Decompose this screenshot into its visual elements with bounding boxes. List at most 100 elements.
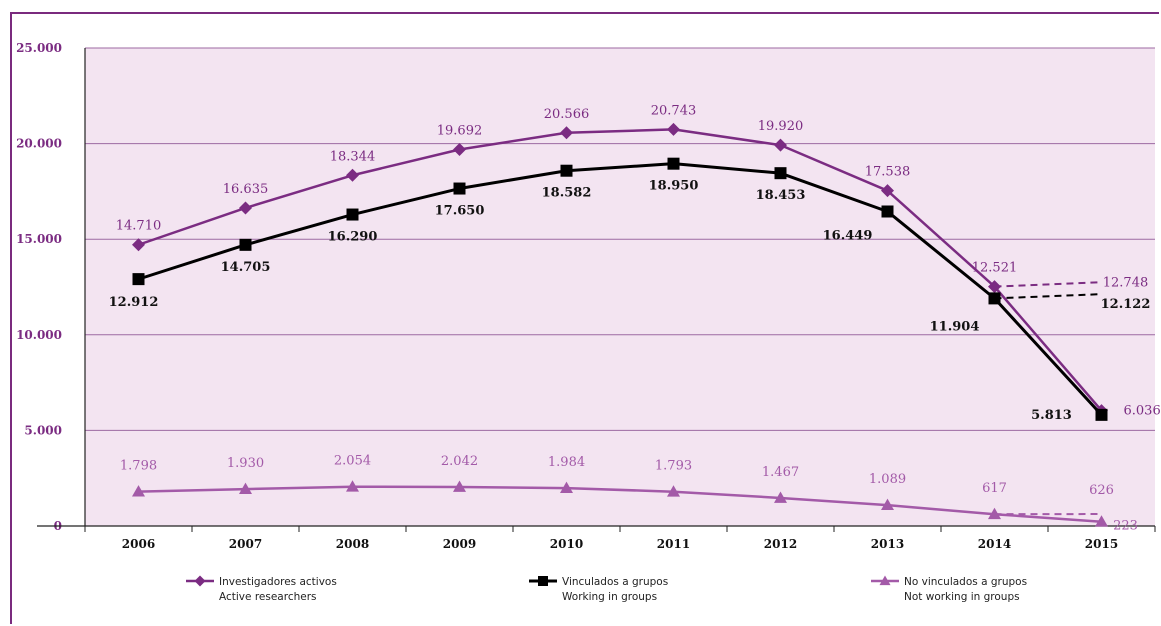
projection-label: 12.122 bbox=[1101, 297, 1151, 312]
series-line bbox=[138, 485, 1102, 523]
data-point-diamond bbox=[239, 201, 252, 215]
x-tick-label: 2014 bbox=[978, 537, 1011, 551]
data-label: 19.920 bbox=[758, 119, 804, 134]
data-label: 2.054 bbox=[334, 454, 371, 469]
legend-label: Investigadores activos bbox=[219, 576, 337, 588]
projection-label: 626 bbox=[1089, 483, 1114, 498]
plot-area bbox=[85, 48, 1155, 526]
data-point-square bbox=[560, 164, 573, 177]
data-label: 1.467 bbox=[762, 465, 799, 480]
y-tick-label: 10.000 bbox=[16, 328, 62, 342]
data-label: 16.635 bbox=[223, 182, 269, 197]
data-label: 14.705 bbox=[221, 260, 271, 275]
data-label: 12.521 bbox=[972, 261, 1018, 276]
series-2 bbox=[132, 480, 1108, 527]
series-line bbox=[138, 128, 1103, 412]
data-point-square bbox=[881, 205, 894, 218]
data-point-diamond bbox=[194, 575, 206, 587]
data-label: 12.912 bbox=[109, 295, 159, 310]
data-label: 16.290 bbox=[328, 230, 378, 245]
data-point-triangle bbox=[560, 481, 573, 493]
data-point-triangle bbox=[453, 480, 466, 492]
data-point-square bbox=[538, 576, 548, 586]
y-tick-label: 15.000 bbox=[16, 232, 62, 246]
data-point-diamond bbox=[774, 138, 787, 152]
data-label: 18.582 bbox=[542, 186, 592, 201]
data-label: 18.950 bbox=[649, 179, 699, 194]
data-label: 223 bbox=[1113, 519, 1138, 534]
data-label: 14.710 bbox=[116, 219, 162, 234]
data-label: 2.042 bbox=[441, 454, 478, 469]
legend-item-0: Investigadores activos Active researchers bbox=[186, 575, 337, 603]
x-tick-label: 2006 bbox=[122, 537, 155, 551]
data-point-triangle bbox=[1095, 515, 1108, 527]
x-tick-label: 2015 bbox=[1085, 537, 1118, 551]
data-label: 6.036 bbox=[1124, 404, 1161, 419]
legend-label: Vinculados a grupos bbox=[562, 576, 668, 588]
x-tick-label: 2007 bbox=[229, 537, 262, 551]
data-point-triangle bbox=[881, 498, 894, 511]
series-0 bbox=[132, 122, 1108, 418]
data-label: 1.089 bbox=[869, 472, 906, 487]
data-point-triangle bbox=[239, 482, 252, 494]
x-tick-label: 2008 bbox=[336, 537, 369, 551]
data-point-square bbox=[667, 157, 680, 170]
y-tick-label: 5.000 bbox=[24, 423, 62, 437]
data-label: 1.793 bbox=[655, 459, 692, 474]
data-point-diamond bbox=[667, 122, 680, 136]
data-label: 20.743 bbox=[651, 103, 697, 118]
x-tick-label: 2013 bbox=[871, 537, 904, 551]
data-label: 16.449 bbox=[823, 228, 873, 243]
series-line bbox=[138, 162, 1103, 416]
data-point-triangle bbox=[879, 575, 891, 586]
data-label: 1.798 bbox=[120, 459, 157, 474]
data-label: 11.904 bbox=[930, 319, 980, 334]
x-tick-label: 2009 bbox=[443, 537, 476, 551]
data-label: 17.538 bbox=[865, 165, 911, 180]
data-point-square bbox=[346, 208, 359, 221]
data-point-diamond bbox=[881, 184, 894, 198]
legend: Investigadores activos Active researchers… bbox=[186, 575, 1027, 603]
data-label: 18.453 bbox=[756, 188, 806, 203]
legend-item-1: Vinculados a grupos Working in groups bbox=[529, 576, 668, 603]
data-label: 1.984 bbox=[548, 455, 585, 470]
data-point-diamond bbox=[988, 280, 1001, 294]
data-label: 5.813 bbox=[1031, 408, 1072, 423]
data-point-diamond bbox=[560, 126, 573, 140]
chart-frame bbox=[10, 12, 1159, 624]
data-point-triangle bbox=[132, 485, 145, 497]
y-tick-label: 25.000 bbox=[16, 41, 62, 55]
data-label: 20.566 bbox=[544, 107, 590, 122]
data-point-diamond bbox=[132, 238, 145, 252]
data-point-square bbox=[1095, 408, 1108, 421]
data-label: 17.650 bbox=[435, 204, 485, 219]
legend-label-en: Not working in groups bbox=[904, 591, 1020, 603]
data-label: 19.692 bbox=[437, 123, 483, 138]
data-point-triangle bbox=[667, 485, 680, 497]
data-labels: 14.710 16.635 18.344 19.692 20.566 20.743 19.9… bbox=[109, 103, 1161, 533]
series-group bbox=[132, 122, 1108, 527]
legend-label-en: Working in groups bbox=[562, 591, 657, 603]
data-point-square bbox=[239, 238, 252, 251]
x-tick-label: 2012 bbox=[764, 537, 797, 551]
data-point-triangle bbox=[774, 491, 787, 503]
projection-line bbox=[994, 293, 1100, 300]
data-point-diamond bbox=[346, 168, 359, 182]
data-point-square bbox=[774, 167, 787, 180]
legend-label-en: Active researchers bbox=[219, 591, 317, 603]
y-tick-label: 20.000 bbox=[16, 137, 62, 151]
data-label: 1.930 bbox=[227, 456, 264, 471]
data-point-square bbox=[453, 182, 466, 195]
data-point-triangle bbox=[346, 480, 359, 492]
projection-label: 12.748 bbox=[1103, 275, 1149, 290]
data-label: 18.344 bbox=[330, 149, 376, 164]
data-point-square bbox=[132, 273, 145, 286]
x-tick-label: 2010 bbox=[550, 537, 583, 551]
legend-item-2: No vinculados a grupos Not working in gro… bbox=[871, 575, 1027, 603]
data-point-square bbox=[988, 292, 1001, 305]
legend-label: No vinculados a grupos bbox=[904, 576, 1027, 588]
projection-line bbox=[994, 281, 1100, 288]
data-point-diamond bbox=[453, 142, 466, 156]
